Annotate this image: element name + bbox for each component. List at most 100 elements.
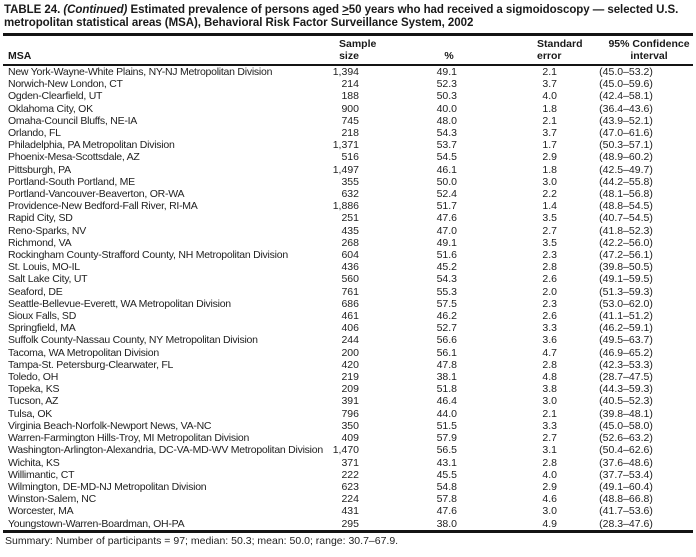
standard-error-cell: 1.8 xyxy=(542,163,557,176)
table-header: Sample Standard 95% Confidence MSA size … xyxy=(3,35,693,66)
standard-error-cell: 2.9 xyxy=(542,151,557,164)
table-row: Orlando, FL 218 54.3 3.7 (47.0–61.6) xyxy=(3,127,693,139)
table-row: Portland-South Portland, ME 355 50.0 3.0 (44… xyxy=(3,176,693,188)
standard-error-cell: 3.0 xyxy=(542,395,557,408)
confidence-interval-cell: (42.4–58.1) xyxy=(599,90,653,103)
percent-cell: 49.1 xyxy=(436,66,457,78)
sample-size-cell: 420 xyxy=(341,358,359,371)
msa-cell: Phoenix-Mesa-Scottsdale, AZ xyxy=(8,151,140,164)
sample-size-cell: 209 xyxy=(341,383,359,396)
table-title-number: TABLE 24. xyxy=(4,4,61,16)
standard-error-cell: 3.0 xyxy=(542,505,557,518)
table-row: Washington-Arlington-Alexandria, DC-VA-M… xyxy=(3,444,693,456)
msa-cell: Pittsburgh, PA xyxy=(8,163,71,176)
greater-equal-symbol: > xyxy=(342,4,349,16)
percent-column-header: % xyxy=(359,50,459,66)
confidence-interval-cell: (48.8–54.5) xyxy=(599,200,653,213)
sample-size-header-line2: size xyxy=(315,50,359,66)
msa-cell: Youngstown-Warren-Boardman, OH-PA xyxy=(3,517,315,533)
standard-error-cell: 2.3 xyxy=(542,249,557,262)
confidence-interval-cell: (41.7–53.6) xyxy=(599,505,653,518)
standard-error-cell: 2.7 xyxy=(542,432,557,445)
msa-cell: Portland-Vancouver-Beaverton, OR-WA xyxy=(8,188,185,201)
sample-size-cell: 251 xyxy=(341,212,359,225)
standard-error-cell: 1.4 xyxy=(542,200,557,213)
table-row: Tacoma, WA Metropolitan Division 200 56.1 4… xyxy=(3,347,693,359)
sample-size-cell: 1,886 xyxy=(332,200,359,213)
table-row: Ogden-Clearfield, UT 188 50.3 4.0 (42.4–58.1… xyxy=(3,90,693,102)
table-row: Wilmington, DE-MD-NJ Metropolitan Divisi… xyxy=(3,481,693,493)
msa-cell: Tampa-St. Petersburg-Clearwater, FL xyxy=(8,358,174,371)
percent-cell: 50.3 xyxy=(436,90,457,103)
sample-size-cell: 900 xyxy=(341,102,359,115)
standard-error-cell: 4.6 xyxy=(542,493,557,506)
percent-cell: 50.0 xyxy=(436,175,457,188)
standard-error-cell: 2.8 xyxy=(542,358,557,371)
confidence-interval-cell: (48.8–66.8) xyxy=(599,493,653,506)
standard-error-cell: 2.6 xyxy=(542,310,557,323)
sample-size-cell: 188 xyxy=(341,90,359,103)
percent-cell: 44.0 xyxy=(436,407,457,420)
confidence-interval-cell: (42.2–56.0) xyxy=(599,236,653,249)
sample-size-cell: 1,394 xyxy=(332,66,359,78)
msa-cell: Tucson, AZ xyxy=(8,395,59,408)
confidence-interval-cell: (42.3–53.3) xyxy=(599,358,653,371)
standard-error-cell: 3.8 xyxy=(542,383,557,396)
percent-cell: 53.7 xyxy=(436,139,457,152)
sample-size-cell: 355 xyxy=(341,175,359,188)
msa-cell: St. Louis, MO-IL xyxy=(8,261,80,274)
msa-column-header: MSA xyxy=(3,50,315,66)
msa-cell: Virginia Beach-Norfolk-Newport News, VA-… xyxy=(8,419,212,432)
sample-size-cell: 1,470 xyxy=(332,444,359,457)
sample-size-cell: 406 xyxy=(341,322,359,335)
percent-cell: 38.1 xyxy=(436,371,457,384)
sample-size-cell: 604 xyxy=(341,249,359,262)
msa-cell: Wilmington, DE-MD-NJ Metropolitan Divisi… xyxy=(8,480,207,493)
msa-cell: Topeka, KS xyxy=(8,383,60,396)
sample-size-cell: 745 xyxy=(341,114,359,127)
standard-error-cell: 2.8 xyxy=(542,261,557,274)
percent-cell: 47.6 xyxy=(436,212,457,225)
table-row: Wichita, KS 371 43.1 2.8 (37.6–48.6) xyxy=(3,457,693,469)
standard-error-cell: 3.1 xyxy=(542,444,557,457)
confidence-interval-cell: (44.2–55.8) xyxy=(599,175,653,188)
confidence-interval-cell: (37.7–53.4) xyxy=(599,468,653,481)
summary-line: Summary: Number of participants = 97; me… xyxy=(5,534,399,547)
msa-cell: Omaha-Council Bluffs, NE-IA xyxy=(8,114,138,127)
standard-error-cell: 3.3 xyxy=(542,419,557,432)
msa-cell: Portland-South Portland, ME xyxy=(8,175,135,188)
sample-size-cell: 219 xyxy=(341,371,359,384)
sample-size-cell: 350 xyxy=(341,419,359,432)
percent-cell: 45.2 xyxy=(436,261,457,274)
msa-cell: Warren-Farmington Hills-Troy, MI Metropo… xyxy=(8,432,250,445)
percent-cell: 49.1 xyxy=(436,236,457,249)
standard-error-cell: 2.7 xyxy=(542,224,557,237)
standard-error-cell: 1.8 xyxy=(542,102,557,115)
msa-cell: Providence-New Bedford-Fall River, RI-MA xyxy=(8,200,198,213)
prevalence-table: Sample Standard 95% Confidence MSA size … xyxy=(3,33,693,533)
confidence-interval-cell: (46.9–65.2) xyxy=(599,346,653,359)
standard-error-cell: 4.0 xyxy=(542,468,557,481)
msa-cell: Suffolk County-Nassau County, NY Metropo… xyxy=(8,334,258,347)
table-title-continued: (Continued) xyxy=(63,4,128,16)
confidence-interval-cell: (46.2–59.1) xyxy=(599,322,653,335)
percent-cell: 47.6 xyxy=(436,505,457,518)
confidence-interval-cell: (28.3–47.6) xyxy=(559,517,693,533)
percent-cell: 52.4 xyxy=(436,188,457,201)
confidence-interval-cell: (47.2–56.1) xyxy=(599,249,653,262)
table-row: Springfield, MA 406 52.7 3.3 (46.2–59.1) xyxy=(3,322,693,334)
confidence-interval-cell: (52.6–63.2) xyxy=(599,432,653,445)
standard-error-cell: 2.1 xyxy=(542,66,557,78)
sample-size-cell: 222 xyxy=(341,468,359,481)
percent-cell: 51.5 xyxy=(436,419,457,432)
table-row: Virginia Beach-Norfolk-Newport News, VA-… xyxy=(3,420,693,432)
sample-size-cell: 686 xyxy=(341,297,359,310)
sample-size-cell: 218 xyxy=(341,127,359,140)
confidence-interval-cell: (48.9–60.2) xyxy=(599,151,653,164)
confidence-interval-cell: (40.5–52.3) xyxy=(599,395,653,408)
confidence-interval-cell: (50.4–62.6) xyxy=(599,444,653,457)
confidence-interval-cell: (49.5–63.7) xyxy=(599,334,653,347)
percent-cell: 52.3 xyxy=(436,78,457,91)
msa-cell: Rapid City, SD xyxy=(8,212,73,225)
sample-size-cell: 436 xyxy=(341,261,359,274)
